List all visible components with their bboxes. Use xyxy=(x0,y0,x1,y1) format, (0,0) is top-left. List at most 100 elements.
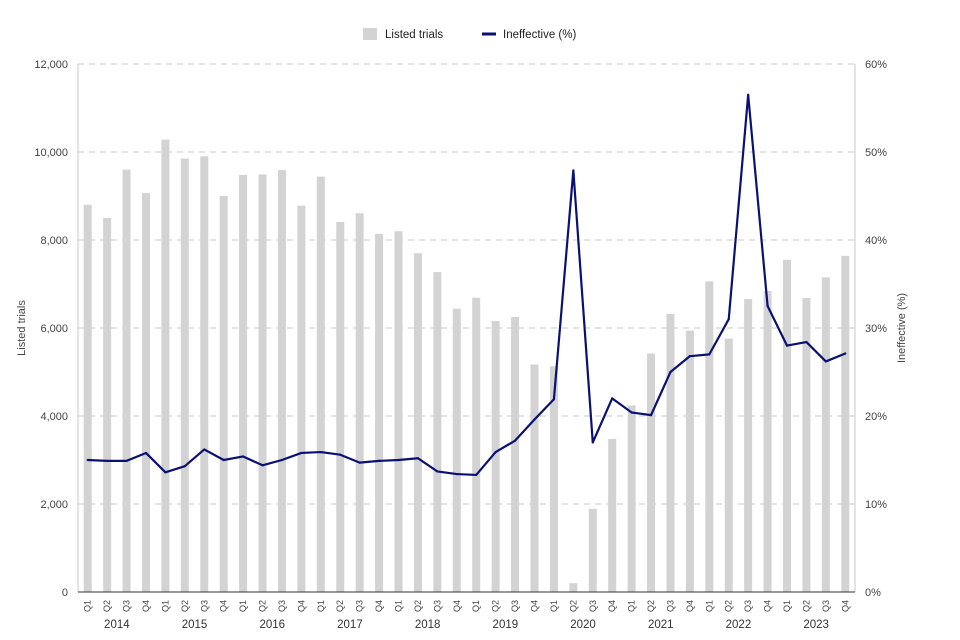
x-tick-label: Q2 xyxy=(180,600,190,612)
legend-bar-swatch xyxy=(363,28,377,40)
x-tick-label: Q3 xyxy=(510,600,520,612)
point-ineffective xyxy=(436,470,439,473)
y2-tick-label: 30% xyxy=(865,323,887,335)
bar-listed-trials xyxy=(375,233,384,592)
year-label: 2021 xyxy=(648,619,674,631)
x-tick-label: Q1 xyxy=(160,600,170,612)
bar-listed-trials xyxy=(258,174,267,592)
point-ineffective xyxy=(300,451,303,455)
left-y-ticks: 0 2,000 4,000 6,000 8,000 10,000 12,000 xyxy=(34,59,68,599)
bar-listed-trials xyxy=(122,169,131,592)
y-tick-label: 4,000 xyxy=(40,411,68,423)
y2-tick-label: 40% xyxy=(865,235,887,247)
point-ineffective xyxy=(144,451,148,455)
point-ineffective xyxy=(203,448,206,451)
y2-tick-label: 20% xyxy=(865,411,887,423)
bar-listed-trials xyxy=(744,298,753,592)
point-ineffective xyxy=(222,458,225,462)
bar-listed-trials xyxy=(297,205,306,592)
x-tick-label: Q2 xyxy=(335,600,345,612)
x-tick-label: Q4 xyxy=(296,600,306,612)
point-ineffective xyxy=(242,455,245,458)
point-ineffective xyxy=(630,411,633,414)
x-tick-label: Q1 xyxy=(627,600,637,612)
legend-label-listed-trials: Listed trials xyxy=(385,29,443,41)
x-tick-label: Q2 xyxy=(258,600,268,612)
point-ineffective xyxy=(552,398,556,401)
x-tick-label: Q2 xyxy=(102,600,112,612)
x-tick-label: Q3 xyxy=(743,600,753,612)
point-ineffective xyxy=(261,464,264,467)
bar-listed-trials xyxy=(569,583,578,592)
ineffective-line-group xyxy=(86,93,847,477)
point-ineffective xyxy=(533,418,536,421)
y-tick-label: 12,000 xyxy=(34,59,68,71)
y-tick-label: 6,000 xyxy=(40,323,68,335)
x-tick-label: Q4 xyxy=(607,600,617,612)
point-ineffective xyxy=(319,450,322,454)
x-tick-label: Q1 xyxy=(704,600,714,612)
x-quarter-ticks: Q1 Q2 Q3 Q4 Q1 Q2 Q3 Q4 Q1 Q2 Q3 Q4 Q1 Q2 Q3 Q4 Q1 Q2 Q3 Q4… xyxy=(83,600,851,612)
x-tick-label: Q4 xyxy=(374,600,384,612)
point-ineffective xyxy=(475,473,478,477)
x-tick-label: Q3 xyxy=(122,600,132,612)
x-tick-label: Q3 xyxy=(665,600,675,612)
bar-listed-trials xyxy=(336,221,345,592)
bar-listed-trials xyxy=(83,204,92,593)
bar-listed-trials xyxy=(161,139,170,592)
x-tick-label: Q4 xyxy=(685,600,695,612)
year-label: 2023 xyxy=(803,619,829,631)
x-tick-label: Q4 xyxy=(763,600,773,612)
legend: Listed trials Ineffective (%) xyxy=(363,28,576,41)
bar-listed-trials xyxy=(685,330,694,592)
bar-listed-trials xyxy=(491,320,500,592)
point-ineffective xyxy=(183,465,186,468)
x-tick-label: Q1 xyxy=(549,600,559,612)
point-ineffective xyxy=(591,441,594,444)
bar-listed-trials xyxy=(530,364,539,592)
point-ineffective xyxy=(805,340,808,344)
x-tick-label: Q2 xyxy=(413,600,423,612)
bar-listed-trials xyxy=(549,366,558,592)
year-label: 2015 xyxy=(182,619,208,631)
point-ineffective xyxy=(164,471,167,474)
y-tick-label: 0 xyxy=(62,587,68,599)
point-ineffective xyxy=(513,439,517,442)
x-tick-label: Q3 xyxy=(821,600,831,612)
point-ineffective xyxy=(669,370,672,374)
y-tick-label: 8,000 xyxy=(40,235,68,247)
x-tick-label: Q4 xyxy=(840,600,850,612)
point-ineffective xyxy=(649,414,653,417)
y2-tick-label: 0% xyxy=(865,587,881,599)
bars xyxy=(83,139,850,593)
bar-listed-trials xyxy=(413,253,422,592)
bar-listed-trials xyxy=(783,259,792,592)
x-tick-label: Q3 xyxy=(432,600,442,612)
point-ineffective xyxy=(688,355,691,358)
y-tick-label: 10,000 xyxy=(34,147,68,159)
point-ineffective xyxy=(86,458,89,462)
x-tick-label: Q2 xyxy=(491,600,501,612)
bar-listed-trials xyxy=(608,438,617,592)
x-tick-label: Q4 xyxy=(529,600,539,612)
x-tick-label: Q3 xyxy=(199,600,209,612)
bar-listed-trials xyxy=(239,174,248,592)
right-y-ticks: 0% 10% 20% 30% 40% 50% 60% xyxy=(865,59,887,599)
year-label: 2018 xyxy=(415,619,441,631)
x-tick-label: Q3 xyxy=(355,600,365,612)
y2-tick-label: 10% xyxy=(865,499,887,511)
point-ineffective xyxy=(455,472,458,476)
point-ineffective xyxy=(824,360,827,363)
bar-listed-trials xyxy=(588,508,597,592)
bar-listed-trials xyxy=(355,213,364,592)
bar-listed-trials xyxy=(666,313,675,592)
bar-listed-trials xyxy=(394,231,403,592)
bar-listed-trials xyxy=(763,291,772,592)
x-year-labels: 2014 2015 2016 2017 2018 2019 2020 2021 2022 2023 xyxy=(104,619,829,631)
bar-listed-trials xyxy=(627,405,636,592)
bar-listed-trials xyxy=(200,156,209,592)
point-ineffective xyxy=(766,304,769,308)
left-y-axis-title: Listed trials xyxy=(16,300,28,356)
line-ineffective xyxy=(87,93,846,477)
x-tick-label: Q3 xyxy=(277,600,287,612)
